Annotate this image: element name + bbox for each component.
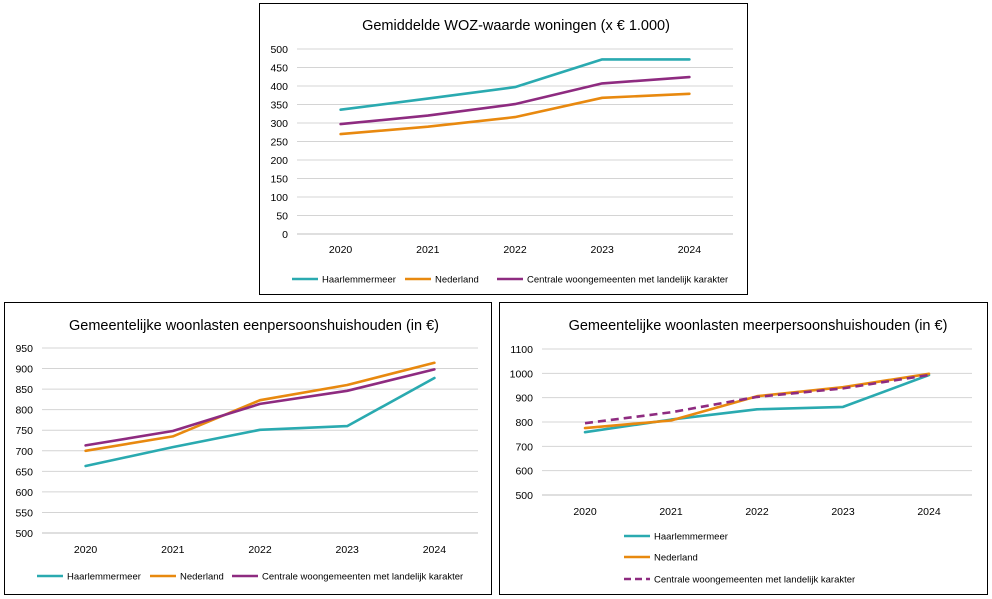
chart-panel-woz: Gemiddelde WOZ-waarde woningen (x € 1.00… [259, 3, 748, 295]
x-tick-label: 2024 [423, 544, 447, 556]
chart-title: Gemiddelde WOZ-waarde woningen (x € 1.00… [362, 18, 670, 34]
y-tick-label: 200 [270, 155, 288, 167]
y-tick-label: 750 [15, 425, 33, 437]
y-tick-label: 1000 [510, 368, 534, 380]
series-line-centrale [584, 373, 930, 425]
y-tick-label: 850 [15, 384, 33, 396]
x-tick-label: 2020 [573, 506, 597, 518]
series-line-haarlemmermeer [339, 58, 691, 111]
legend-label: Centrale woongemeenten met landelijk kar… [654, 575, 855, 586]
y-tick-label: 600 [15, 487, 33, 499]
series-line-centrale [339, 75, 691, 126]
x-tick-label: 2024 [917, 506, 941, 518]
y-tick-label: 550 [15, 507, 33, 519]
y-tick-label: 500 [515, 490, 533, 502]
y-tick-label: 50 [276, 211, 288, 223]
legend-label: Haarlemmermeer [322, 275, 396, 286]
x-tick-label: 2021 [659, 506, 683, 518]
legend-label: Centrale woongemeenten met landelijk kar… [262, 572, 463, 583]
y-tick-label: 800 [15, 405, 33, 417]
x-tick-label: 2020 [329, 244, 353, 256]
legend-label: Haarlemmermeer [654, 532, 728, 543]
y-tick-label: 450 [270, 63, 288, 75]
y-tick-label: 100 [270, 192, 288, 204]
series-line-nederland [583, 372, 931, 430]
x-tick-label: 2023 [336, 544, 360, 556]
legend-label: Nederland [654, 553, 698, 564]
y-tick-label: 950 [15, 343, 33, 355]
x-tick-label: 2020 [74, 544, 98, 556]
x-tick-label: 2023 [831, 506, 855, 518]
x-tick-label: 2023 [591, 244, 615, 256]
legend-label: Nederland [435, 275, 479, 286]
series-line-nederland [339, 92, 691, 136]
series-line-nederland [84, 361, 436, 453]
series-line-centrale [84, 368, 436, 447]
y-tick-label: 1100 [510, 344, 533, 356]
y-tick-label: 350 [270, 100, 288, 112]
series-line-haarlemmermeer [84, 376, 436, 468]
y-tick-label: 150 [270, 174, 288, 186]
y-tick-label: 250 [270, 137, 288, 149]
x-tick-label: 2022 [503, 244, 527, 256]
chart-svg-meerpersoons: Gemeentelijke woonlasten meerpersoonshui… [510, 318, 972, 586]
legend-label: Centrale woongemeenten met landelijk kar… [527, 275, 728, 286]
y-tick-label: 500 [15, 528, 33, 540]
x-tick-label: 2022 [248, 544, 272, 556]
legend-label: Haarlemmermeer [67, 572, 141, 583]
chart-title: Gemeentelijke woonlasten meerpersoonshui… [569, 318, 948, 334]
y-tick-label: 650 [15, 466, 33, 478]
y-tick-label: 300 [270, 118, 288, 130]
x-tick-label: 2022 [745, 506, 769, 518]
y-tick-label: 500 [270, 44, 288, 56]
x-tick-label: 2021 [161, 544, 185, 556]
y-tick-label: 600 [515, 466, 533, 478]
y-tick-label: 800 [515, 417, 533, 429]
y-tick-label: 700 [15, 446, 33, 458]
y-tick-label: 900 [15, 364, 33, 376]
chart-panel-eenpersoons: Gemeentelijke woonlasten eenpersoonshuis… [4, 302, 492, 595]
chart-svg-eenpersoons: Gemeentelijke woonlasten eenpersoonshuis… [15, 318, 478, 583]
chart-title: Gemeentelijke woonlasten eenpersoonshuis… [69, 318, 439, 334]
chart-panel-meerpersoons: Gemeentelijke woonlasten meerpersoonshui… [499, 302, 988, 595]
y-tick-label: 0 [282, 229, 288, 241]
legend-label: Nederland [180, 572, 224, 583]
y-tick-label: 400 [270, 81, 288, 93]
y-tick-label: 900 [515, 393, 533, 405]
x-tick-label: 2021 [416, 244, 440, 256]
chart-svg-woz: Gemiddelde WOZ-waarde woningen (x € 1.00… [270, 18, 733, 286]
y-tick-label: 700 [515, 441, 533, 453]
x-tick-label: 2024 [678, 244, 702, 256]
